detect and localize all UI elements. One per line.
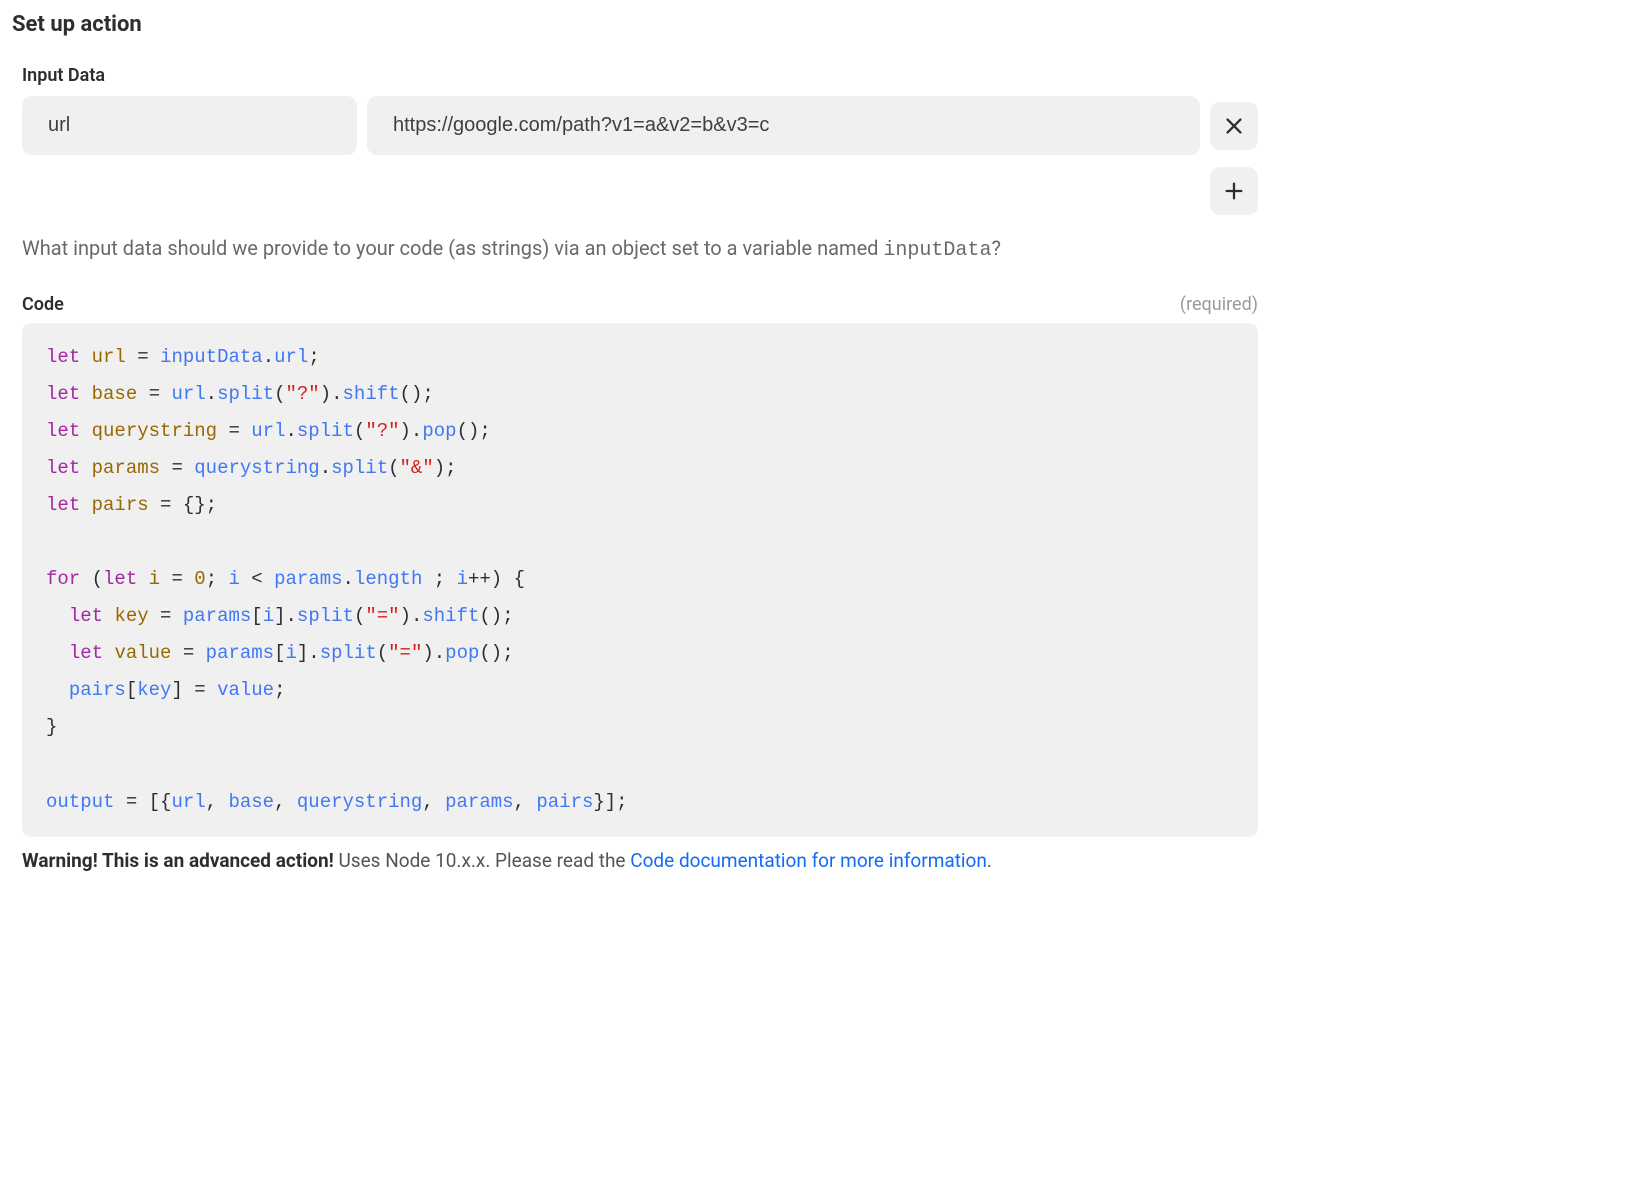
input-data-help: What input data should we provide to you… — [12, 233, 1268, 266]
help-text-before: What input data should we provide to you… — [22, 236, 883, 260]
code-docs-link[interactable]: Code documentation for more information — [630, 849, 987, 872]
page-title: Set up action — [12, 12, 1268, 37]
warning-middle: Uses Node 10.x.x. Please read the — [334, 849, 630, 872]
plus-icon — [1223, 180, 1245, 202]
input-key-field[interactable] — [22, 96, 357, 155]
input-value-field[interactable] — [367, 96, 1200, 155]
input-data-label: Input Data — [22, 65, 1268, 86]
code-label: Code — [22, 294, 64, 315]
add-row-button[interactable] — [1210, 167, 1258, 215]
remove-row-button[interactable] — [1210, 102, 1258, 150]
help-text-after: ? — [991, 236, 1000, 260]
warning-after: . — [987, 849, 992, 872]
warning-text: Warning! This is an advanced action! Use… — [12, 837, 1268, 876]
warning-bold: Warning! This is an advanced action! — [22, 849, 334, 872]
input-data-row — [12, 96, 1268, 155]
close-icon — [1223, 115, 1245, 137]
code-required-label: (required) — [1180, 294, 1258, 315]
code-editor[interactable]: let url = inputData.url; let base = url.… — [22, 323, 1258, 837]
help-text-code: inputData — [883, 239, 991, 262]
